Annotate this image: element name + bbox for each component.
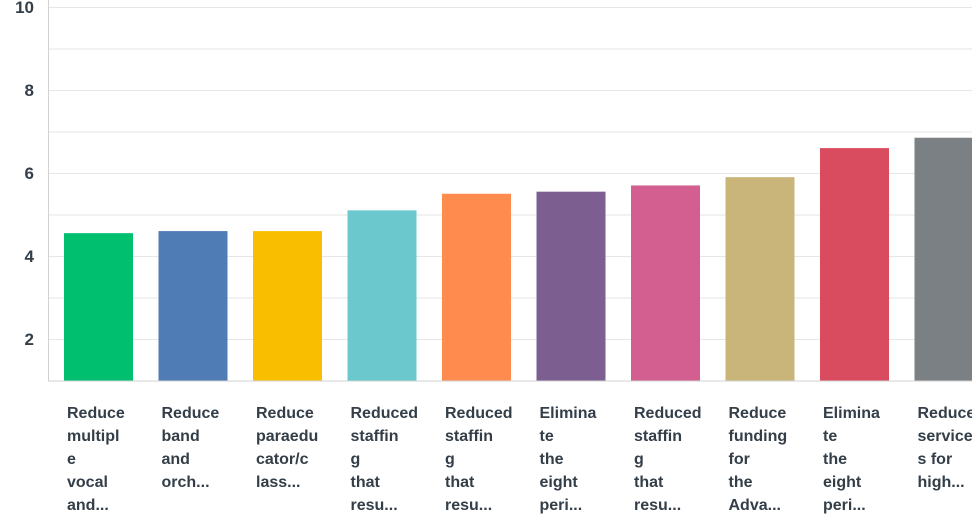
bar[interactable] <box>536 191 606 381</box>
x-axis-category-labels: Reduce multipl e vocal and... Reduce band and or… <box>67 405 972 514</box>
x-category-label: Reduce band and orch... <box>162 405 220 491</box>
y-tick-label: 4 <box>25 247 35 266</box>
bar[interactable] <box>347 210 417 381</box>
bar[interactable] <box>158 231 228 381</box>
y-tick-label: 8 <box>25 81 34 100</box>
y-tick-label: 2 <box>25 330 34 349</box>
bar[interactable] <box>820 148 889 381</box>
x-category-label: Reduced staffin g that resu... <box>634 405 702 514</box>
bar[interactable] <box>442 193 511 381</box>
x-category-label: Reduce paraedu cator/c lass... <box>256 405 318 491</box>
bar[interactable] <box>253 231 322 381</box>
bars <box>64 137 972 381</box>
x-category-label: Reduce funding for the Adva... <box>729 405 788 514</box>
bar[interactable] <box>914 137 972 381</box>
x-category-label: Reduce multipl e vocal and... <box>67 405 125 514</box>
x-category-label: Elimina te the eight peri... <box>823 405 880 514</box>
y-axis-tick-labels: 2 4 6 8 10 <box>15 0 34 349</box>
x-category-label: Elimina te the eight peri... <box>540 405 597 514</box>
bar[interactable] <box>64 233 133 381</box>
bar[interactable] <box>725 177 795 381</box>
x-category-label: Reduce service s for high... <box>918 405 972 491</box>
x-category-label: Reduced staffin g that resu... <box>445 405 513 514</box>
y-tick-label: 10 <box>15 0 34 17</box>
y-tick-label: 6 <box>25 164 34 183</box>
bar[interactable] <box>631 185 700 381</box>
x-category-label: Reduced staffin g that resu... <box>351 405 419 514</box>
